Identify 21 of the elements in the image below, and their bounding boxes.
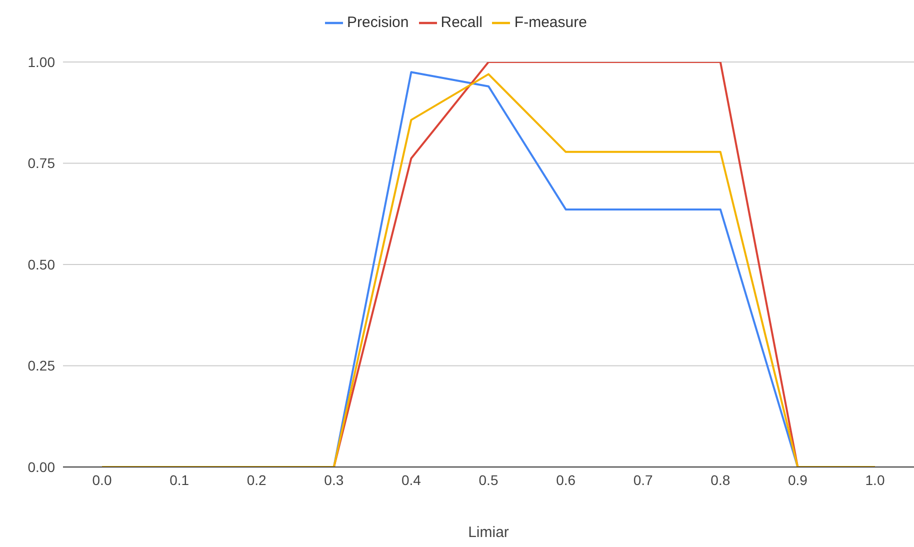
legend-label: Precision [347,14,409,31]
line-series [101,73,876,467]
x-tick-label: 1.0 [865,472,885,488]
y-tick-label: 0.50 [28,256,56,272]
x-tick-label: 0.8 [710,472,730,488]
x-tick-label: 0.5 [478,472,498,488]
x-tick-label: 0.9 [788,472,808,488]
y-tick-label: 0.75 [28,155,56,172]
x-tick-label: 0.7 [633,472,654,488]
x-tick-label: 0.1 [170,472,190,488]
legend-label: F-measure [514,14,587,31]
y-tick-label: 0.25 [28,358,56,374]
x-tick-label: 0.0 [92,472,112,488]
x-tick-label: 0.3 [324,472,344,488]
x-tick-label: 0.2 [246,472,267,488]
x-tick-label: 0.6 [556,472,576,488]
y-tick-label: 0.00 [28,458,56,475]
y-tick-label: 1.00 [28,54,56,70]
legend-label: Recall [440,14,482,31]
x-axis-title: Limiar [468,524,509,541]
x-tick-label: 0.4 [401,472,422,488]
